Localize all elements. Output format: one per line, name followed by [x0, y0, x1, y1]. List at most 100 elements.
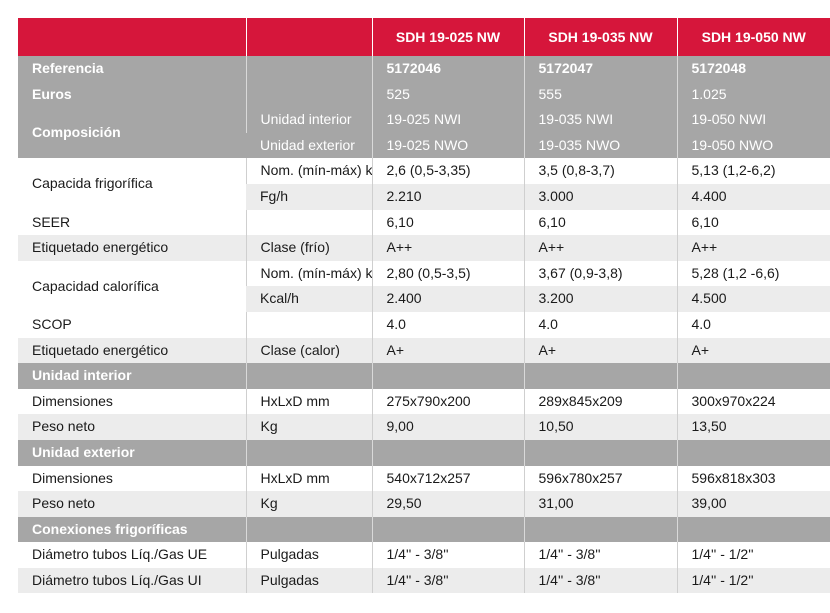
cell-value: A++	[371, 235, 524, 261]
cell-value: 2.210	[371, 183, 524, 210]
heating-label-row: Etiquetado energético Clase (calor) A+ A…	[18, 337, 830, 364]
cell-value: 1/4'' - 3/8''	[371, 567, 524, 594]
section-blank	[676, 516, 830, 543]
cell-value: 6,10	[371, 209, 524, 236]
row-unit: HxLxD mm	[245, 388, 372, 415]
cell-value: 13,50	[676, 414, 830, 440]
section-blank	[371, 363, 524, 389]
cell-value: 5172047	[523, 56, 677, 82]
cell-value: 1/4'' - 1/2''	[676, 567, 830, 594]
interior-peso-row: Peso neto Kg 9,00 10,50 13,50	[18, 414, 830, 440]
row-label: SEER	[18, 209, 246, 236]
row-unit	[245, 209, 372, 236]
row-label: Composición	[18, 107, 246, 159]
row-unit: Clase (frío)	[245, 235, 372, 261]
header-blank	[18, 18, 246, 56]
cell-value: A+	[523, 337, 677, 364]
seer-row: SEER 6,10 6,10 6,10	[18, 209, 830, 236]
cell-value: 19-050 NWI	[676, 107, 830, 133]
exterior-peso-row: Peso neto Kg 29,50 31,00 39,00	[18, 491, 830, 517]
cell-value: 5172048	[676, 56, 830, 82]
cell-value: 4.400	[676, 183, 830, 210]
cell-value: 1/4'' - 3/8''	[523, 567, 677, 594]
model-name: SDH 19-035 NW	[523, 18, 677, 56]
row-unit: Unidad exterior	[246, 132, 372, 159]
euros-row: Euros 525 555 1.025	[18, 81, 830, 108]
cell-value: 596x780x257	[523, 465, 677, 492]
section-header-exterior: Unidad exterior	[18, 439, 830, 466]
cooling-label-row: Etiquetado energético Clase (frío) A++ A…	[18, 235, 830, 261]
section-blank	[245, 516, 372, 543]
section-header-interior: Unidad interior	[18, 363, 830, 389]
row-unit: Pulgadas	[245, 542, 372, 568]
section-blank	[245, 363, 372, 389]
cell-value: 29,50	[371, 491, 524, 517]
model-header-row: SDH 19-025 NW SDH 19-035 NW SDH 19-050 N…	[18, 18, 830, 56]
section-blank	[523, 516, 677, 543]
row-label: Etiquetado energético	[18, 235, 246, 261]
row-label: Diámetro tubos Líq./Gas UI	[18, 567, 246, 594]
cell-value: 19-035 NWO	[523, 132, 677, 159]
cell-value: 1/4'' - 3/8''	[523, 542, 677, 568]
section-title: Unidad interior	[18, 363, 246, 389]
section-blank	[523, 439, 677, 466]
cell-value: 5,13 (1,2-6,2)	[676, 158, 830, 184]
referencia-row: Referencia 5172046 5172047 5172048	[18, 56, 830, 82]
cell-value: A++	[676, 235, 830, 261]
cooling-fg-row: Fg/h 2.210 3.000 4.400	[18, 183, 830, 210]
row-label: Diámetro tubos Líq./Gas UE	[18, 542, 246, 568]
cell-value: 2.400	[371, 286, 524, 312]
scop-row: SCOP 4.0 4.0 4.0	[18, 311, 830, 338]
composicion-row-exterior: Unidad exterior 19-025 NWO 19-035 NWO 19…	[18, 132, 830, 159]
cell-value: 4.0	[676, 311, 830, 338]
heating-kcal-row: Kcal/h 2.400 3.200 4.500	[18, 286, 830, 312]
cell-value: 3,67 (0,9-3,8)	[523, 260, 677, 287]
section-blank	[245, 439, 372, 466]
cell-value: 275x790x200	[371, 388, 524, 415]
row-label: SCOP	[18, 311, 246, 338]
heating-nom-row: Capacidad calorífica Nom. (mín-máx) kW 2…	[18, 260, 830, 312]
cell-value: 1/4'' - 1/2''	[676, 542, 830, 568]
row-label: Capacida frigorífica	[18, 158, 246, 210]
cell-value: 19-050 NWO	[676, 132, 830, 159]
cell-value: 1.025	[676, 81, 830, 108]
section-title: Conexiones frigoríficas	[18, 516, 246, 543]
section-blank	[371, 516, 524, 543]
cell-value: A+	[371, 337, 524, 364]
cell-value: 9,00	[371, 414, 524, 440]
composicion-row-interior: Composición Unidad interior 19-025 NWI 1…	[18, 107, 830, 159]
header-blank	[245, 18, 372, 56]
cell-value: 19-025 NWO	[371, 132, 524, 159]
cell-value: 3.200	[523, 286, 677, 312]
row-unit: Pulgadas	[245, 567, 372, 594]
row-label: Peso neto	[18, 491, 246, 517]
cell-value: 540x712x257	[371, 465, 524, 492]
section-blank	[523, 363, 677, 389]
section-title: Unidad exterior	[18, 439, 246, 466]
connections-ue-row: Diámetro tubos Líq./Gas UE Pulgadas 1/4'…	[18, 542, 830, 568]
cell-value: 19-025 NWI	[371, 107, 524, 133]
cell-value: A+	[676, 337, 830, 364]
cell-value: 3.000	[523, 183, 677, 210]
interior-dim-row: Dimensiones HxLxD mm 275x790x200 289x845…	[18, 388, 830, 415]
section-blank	[371, 439, 524, 466]
row-unit: Kcal/h	[246, 286, 372, 312]
row-unit	[245, 81, 372, 108]
row-unit: Kg	[245, 414, 372, 440]
spec-table: SDH 19-025 NW SDH 19-035 NW SDH 19-050 N…	[18, 18, 830, 594]
model-name: SDH 19-050 NW	[676, 18, 830, 56]
cell-value: 300x970x224	[676, 388, 830, 415]
cell-value: 31,00	[523, 491, 677, 517]
cell-value: 6,10	[676, 209, 830, 236]
row-label: Dimensiones	[18, 388, 246, 415]
connections-ui-row: Diámetro tubos Líq./Gas UI Pulgadas 1/4'…	[18, 567, 830, 594]
row-label: Peso neto	[18, 414, 246, 440]
cell-value: 39,00	[676, 491, 830, 517]
cell-value: 4.500	[676, 286, 830, 312]
cell-value: 5,28 (1,2 -6,6)	[676, 260, 830, 287]
row-unit: Unidad interior	[245, 107, 372, 133]
cell-value: 10,50	[523, 414, 677, 440]
cell-value: A++	[523, 235, 677, 261]
cell-value: 5172046	[371, 56, 524, 82]
exterior-dim-row: Dimensiones HxLxD mm 540x712x257 596x780…	[18, 465, 830, 492]
